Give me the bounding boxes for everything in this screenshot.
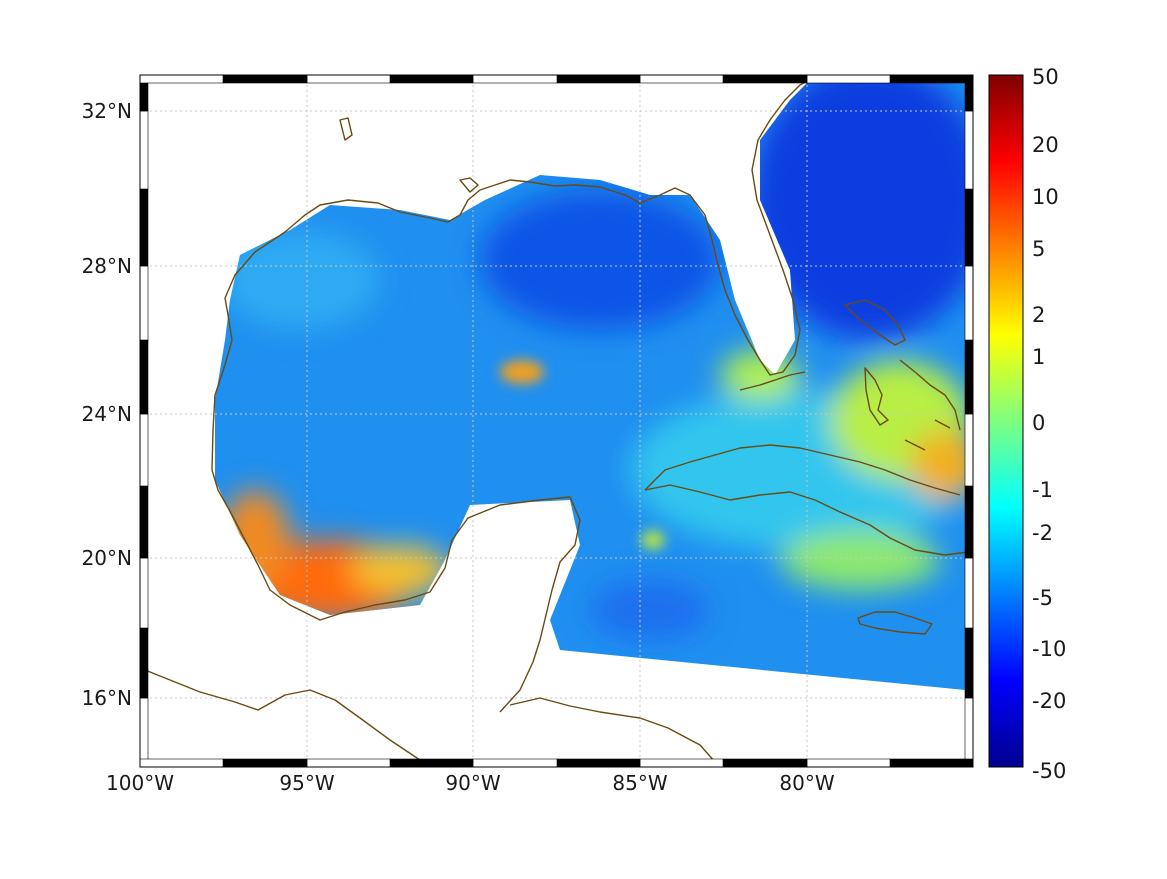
colorbar-tick-label: -1 xyxy=(1032,478,1053,502)
colorbar-gradient xyxy=(988,74,1024,768)
coastline xyxy=(140,75,969,763)
frame-segment xyxy=(964,627,974,699)
longitude-axis: 100°W 95°W 90°W 85°W 80°W xyxy=(106,771,835,795)
colorbar-tick-label: 50 xyxy=(1032,65,1059,89)
frame-segment xyxy=(472,758,558,768)
latitude-label: 16°N xyxy=(82,686,132,710)
frame-segment xyxy=(806,74,891,84)
colorbar-tick-label: 2 xyxy=(1032,303,1045,327)
frame-segment xyxy=(306,758,391,768)
frame-segment xyxy=(722,74,808,84)
cuba-coast xyxy=(644,444,969,556)
colorbar-tick-label: -50 xyxy=(1032,759,1066,783)
frame-segment xyxy=(639,74,724,84)
frame-segment xyxy=(139,485,149,559)
frame-segment xyxy=(389,74,474,84)
colorbar-tick-label: -2 xyxy=(1032,521,1053,545)
latitude-label: 24°N xyxy=(82,402,132,426)
colorbar-labels: 50 20 10 5 2 1 0 -1 -2 -5 -10 -20 -50 xyxy=(1032,65,1066,783)
longitude-label: 90°W xyxy=(445,771,500,795)
frame-segment xyxy=(139,758,224,768)
frame-segment xyxy=(964,339,974,415)
frame-segment xyxy=(389,758,474,768)
central-eddy xyxy=(500,360,544,384)
chandeleur-islands xyxy=(339,117,479,193)
frame-segment xyxy=(964,265,974,341)
central-america-coast xyxy=(140,667,716,763)
frame-segment xyxy=(964,413,974,487)
frame-segment xyxy=(222,758,308,768)
frame-segment xyxy=(806,758,891,768)
frame-segment xyxy=(139,188,149,267)
frame-segment xyxy=(556,74,641,84)
longitude-label: 80°W xyxy=(779,771,834,795)
frame-segment xyxy=(139,557,149,629)
atlantic-low xyxy=(750,80,965,340)
bahamas-high xyxy=(910,430,965,500)
mexico-coast xyxy=(211,469,581,713)
frame-segment xyxy=(139,627,149,699)
frame-segment xyxy=(964,697,974,768)
bahamas-islands xyxy=(844,299,961,451)
frame-segment xyxy=(889,74,974,84)
frame-segment xyxy=(722,758,808,768)
northeast-gulf-low xyxy=(480,190,720,330)
latitude-label: 28°N xyxy=(82,254,132,278)
frame-segment xyxy=(306,74,391,84)
colorbar-tick-label: 1 xyxy=(1032,345,1045,369)
frame-segment xyxy=(556,758,641,768)
frame-segment xyxy=(964,188,974,267)
frame-segment xyxy=(889,758,974,768)
colorbar-tick-label: 20 xyxy=(1032,133,1059,157)
frame-segment xyxy=(139,697,149,768)
frame-segment xyxy=(139,413,149,487)
frame-segment xyxy=(139,110,149,190)
colorbar-tick-label: 5 xyxy=(1032,237,1045,261)
florida-keys xyxy=(739,371,806,391)
colorbar: 50 20 10 5 2 1 0 -1 -2 -5 -10 -20 -50 xyxy=(988,65,1066,783)
longitude-label: 95°W xyxy=(279,771,334,795)
map-frame xyxy=(139,74,974,768)
frame-segment xyxy=(964,557,974,629)
longitude-label: 100°W xyxy=(106,771,174,795)
frame-segment xyxy=(639,758,724,768)
jamaica-coast xyxy=(857,611,933,635)
colorbar-tick-label: 10 xyxy=(1032,185,1059,209)
latitude-label: 32°N xyxy=(82,99,132,123)
grid-lines xyxy=(140,75,973,767)
latitude-axis: 32°N 28°N 24°N 20°N 16°N xyxy=(82,99,132,710)
colorbar-tick-label: 0 xyxy=(1032,411,1045,435)
latitude-label: 20°N xyxy=(82,546,132,570)
colorbar-tick-label: -20 xyxy=(1032,689,1066,713)
frame-segment xyxy=(964,110,974,190)
colorbar-tick-label: -5 xyxy=(1032,586,1053,610)
data-field xyxy=(215,80,965,690)
frame-segment xyxy=(139,74,224,84)
frame-segment xyxy=(139,339,149,415)
gulf-coast-us xyxy=(211,75,820,471)
frame-segment xyxy=(139,265,149,341)
frame-segment xyxy=(472,74,558,84)
colorbar-tick-label: -10 xyxy=(1032,637,1066,661)
frame-segment xyxy=(964,485,974,559)
longitude-label: 85°W xyxy=(612,771,667,795)
frame-segment xyxy=(222,74,308,84)
